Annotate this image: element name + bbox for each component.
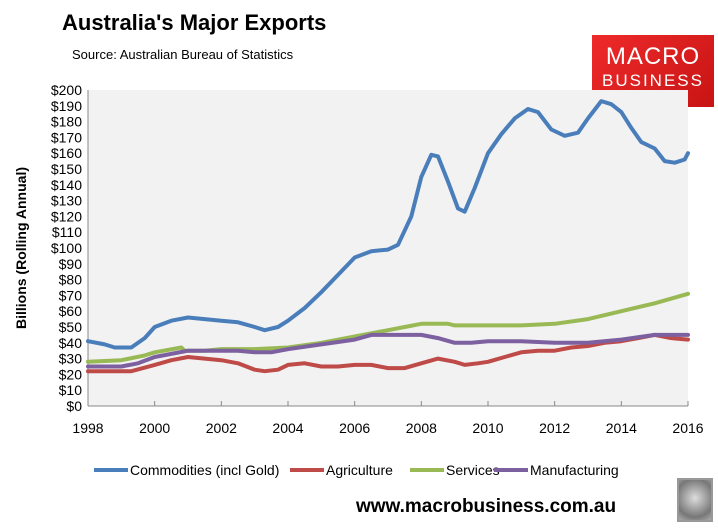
y-tick-label: $140 xyxy=(51,177,82,193)
x-tick-label: 2002 xyxy=(206,420,237,436)
y-tick-label: $110 xyxy=(52,224,82,240)
x-tick-label: 2012 xyxy=(539,420,570,436)
x-tick-label: 2000 xyxy=(139,420,170,436)
y-tick-label: $10 xyxy=(59,382,83,398)
chart-title: Australia's Major Exports xyxy=(62,10,327,35)
legend-label: Commodities (incl Gold) xyxy=(130,462,279,478)
y-tick-label: $90 xyxy=(59,256,83,272)
logo-line2: BUSINESS xyxy=(602,71,704,90)
y-tick-label: $160 xyxy=(51,145,82,161)
y-tick-label: $60 xyxy=(59,303,83,319)
y-tick-label: $100 xyxy=(51,240,82,256)
y-axis-label: Billions (Rolling Annual) xyxy=(13,167,29,329)
y-tick-label: $0 xyxy=(66,398,82,414)
y-tick-label: $40 xyxy=(59,335,83,351)
y-tick-label: $80 xyxy=(59,272,83,288)
series-line-agriculture xyxy=(86,332,690,374)
y-tick-label: $180 xyxy=(51,114,82,130)
series-line-manufacturing xyxy=(86,332,690,369)
y-tick-label: $70 xyxy=(59,287,83,303)
y-tick-label: $150 xyxy=(51,161,82,177)
y-tick-label: $50 xyxy=(59,319,83,335)
x-tick-label: 2016 xyxy=(672,420,703,436)
x-tick-label: 2006 xyxy=(339,420,370,436)
legend-label: Agriculture xyxy=(326,462,393,478)
y-tick-label: $120 xyxy=(51,208,82,224)
y-tick-label: $130 xyxy=(51,193,82,209)
x-tick-label: 2008 xyxy=(406,420,437,436)
y-tick-label: $20 xyxy=(59,366,83,382)
y-tick-label: $200 xyxy=(51,82,82,98)
y-tick-label: $190 xyxy=(51,98,82,114)
legend-label: Services xyxy=(446,462,500,478)
series-line-commodities-incl-gold- xyxy=(86,99,690,350)
x-tick-label: 1998 xyxy=(72,420,103,436)
x-tick-label: 2010 xyxy=(472,420,503,436)
y-tick-label: $170 xyxy=(51,129,82,145)
logo-line1: MACRO xyxy=(605,43,701,70)
legend-label: Manufacturing xyxy=(530,462,619,478)
website-url: www.macrobusiness.com.au xyxy=(356,496,617,517)
x-tick-label: 2014 xyxy=(606,420,637,436)
wolf-image xyxy=(677,478,713,522)
chart-subtitle: Source: Australian Bureau of Statistics xyxy=(72,47,294,62)
x-tick-label: 2004 xyxy=(272,420,303,436)
y-tick-label: $30 xyxy=(59,351,83,367)
